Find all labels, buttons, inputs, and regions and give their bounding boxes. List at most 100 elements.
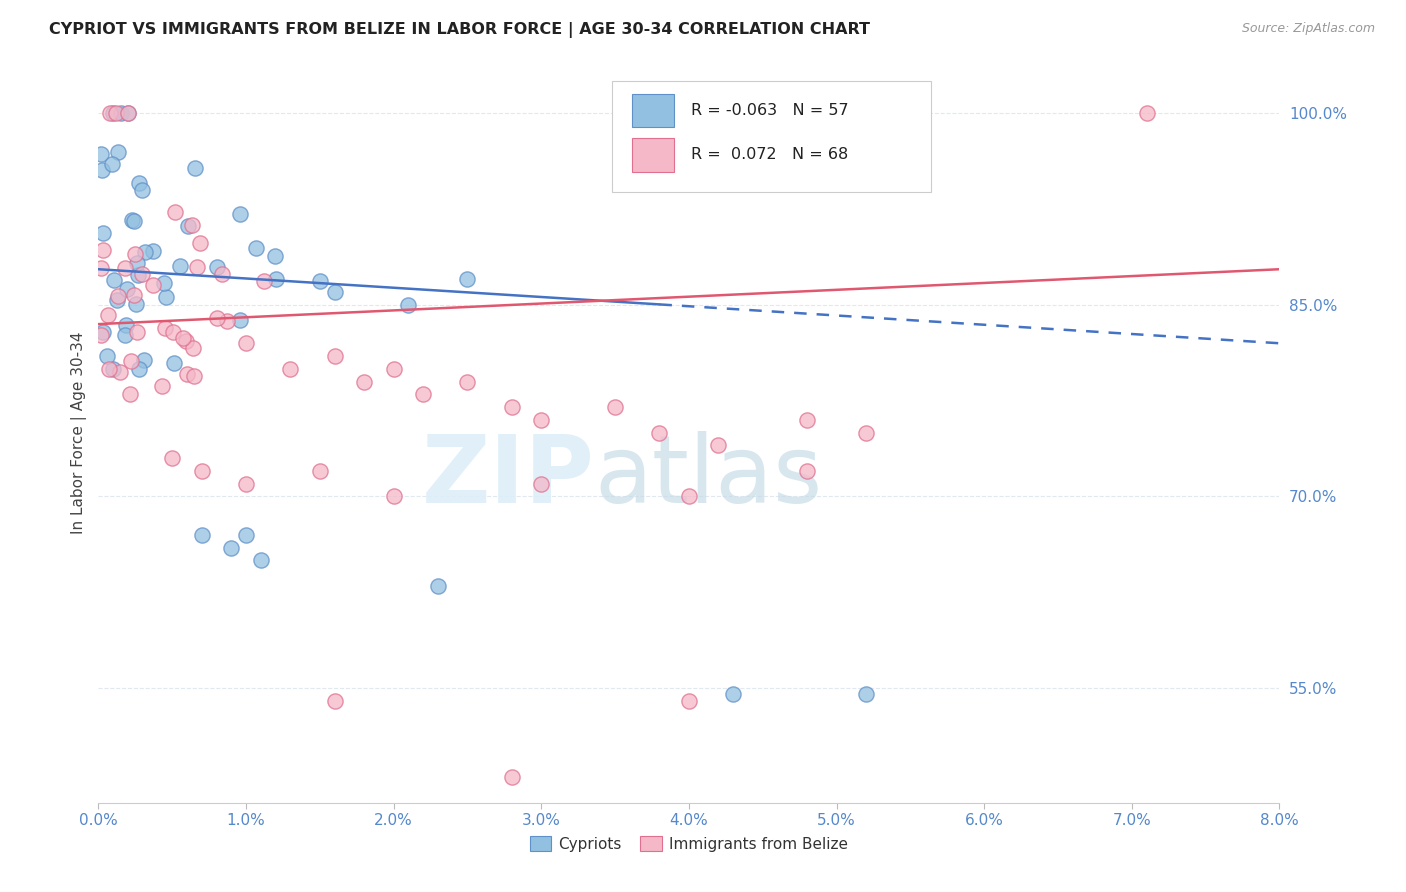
Point <box>181 218 204 232</box>
Point <box>309 274 332 288</box>
Point <box>98 362 121 376</box>
Point <box>91 244 114 258</box>
Point <box>229 313 252 327</box>
Point <box>427 579 450 593</box>
Point <box>229 207 252 221</box>
Point <box>191 527 214 541</box>
Point <box>108 365 131 379</box>
Y-axis label: In Labor Force | Age 30-34: In Labor Force | Age 30-34 <box>72 331 87 534</box>
Point <box>205 260 228 274</box>
Point <box>141 277 163 292</box>
Point <box>117 106 139 120</box>
Point <box>177 219 200 233</box>
Point <box>120 387 142 401</box>
Point <box>188 236 211 251</box>
Point <box>162 451 183 466</box>
Point <box>101 361 124 376</box>
Point <box>382 490 405 504</box>
Point <box>163 356 186 370</box>
Legend: Cypriots, Immigrants from Belize: Cypriots, Immigrants from Belize <box>523 830 855 858</box>
Point <box>678 490 700 504</box>
Point <box>162 326 184 340</box>
Point <box>457 375 479 389</box>
Point <box>707 438 730 452</box>
Point <box>90 327 112 342</box>
Point <box>105 106 128 120</box>
Point <box>114 260 136 275</box>
Point <box>605 400 627 414</box>
Point <box>142 244 165 258</box>
Text: CYPRIOT VS IMMIGRANTS FROM BELIZE IN LABOR FORCE | AGE 30-34 CORRELATION CHART: CYPRIOT VS IMMIGRANTS FROM BELIZE IN LAB… <box>49 22 870 38</box>
Point <box>105 293 128 307</box>
Point <box>796 464 818 478</box>
FancyBboxPatch shape <box>612 81 931 192</box>
Point <box>132 352 155 367</box>
Point <box>110 106 132 120</box>
Point <box>250 553 273 567</box>
Point <box>530 413 553 427</box>
Point <box>131 268 153 282</box>
Point <box>101 157 124 171</box>
Point <box>90 147 112 161</box>
Point <box>103 273 125 287</box>
Point <box>97 309 120 323</box>
Point <box>382 361 405 376</box>
Point <box>125 256 148 270</box>
Point <box>855 425 877 440</box>
Point <box>181 341 204 355</box>
Point <box>117 106 139 120</box>
Point <box>131 183 153 197</box>
Point <box>235 527 257 541</box>
Text: ZIP: ZIP <box>422 431 595 523</box>
Text: atlas: atlas <box>595 431 823 523</box>
Point <box>91 163 114 178</box>
Point <box>211 268 233 282</box>
Point <box>191 464 214 478</box>
Point <box>124 297 146 311</box>
Point <box>122 287 145 301</box>
Point <box>153 321 176 335</box>
Point <box>323 694 346 708</box>
Point <box>96 349 118 363</box>
Point <box>221 541 243 555</box>
Point <box>107 145 129 159</box>
Point <box>457 272 479 286</box>
Point <box>115 282 138 296</box>
Point <box>152 276 174 290</box>
Point <box>723 687 745 701</box>
Point <box>678 694 700 708</box>
Point <box>115 318 138 333</box>
Point <box>264 272 287 286</box>
Point <box>98 106 121 120</box>
Point <box>155 290 177 304</box>
Point <box>264 249 287 263</box>
Point <box>150 379 173 393</box>
Point <box>176 334 198 349</box>
Point <box>91 325 114 339</box>
Point <box>186 260 208 275</box>
Point <box>309 464 332 478</box>
Text: R =  0.072   N = 68: R = 0.072 N = 68 <box>692 147 849 162</box>
Point <box>217 314 239 328</box>
Point <box>183 161 205 175</box>
Text: Source: ZipAtlas.com: Source: ZipAtlas.com <box>1241 22 1375 36</box>
Point <box>165 205 187 219</box>
Point <box>398 298 420 312</box>
Point <box>176 367 198 381</box>
Point <box>128 361 150 376</box>
Point <box>128 176 150 190</box>
Point <box>1136 106 1159 120</box>
Point <box>235 336 257 351</box>
Text: R = -0.063   N = 57: R = -0.063 N = 57 <box>692 103 849 118</box>
Point <box>103 106 125 120</box>
Point <box>245 241 267 255</box>
FancyBboxPatch shape <box>633 138 673 171</box>
Point <box>125 325 148 339</box>
Point <box>91 226 114 240</box>
Point <box>134 245 156 260</box>
Point <box>172 331 194 345</box>
Point <box>280 361 302 376</box>
Point <box>122 214 145 228</box>
Point <box>124 247 146 261</box>
Point <box>121 213 143 227</box>
